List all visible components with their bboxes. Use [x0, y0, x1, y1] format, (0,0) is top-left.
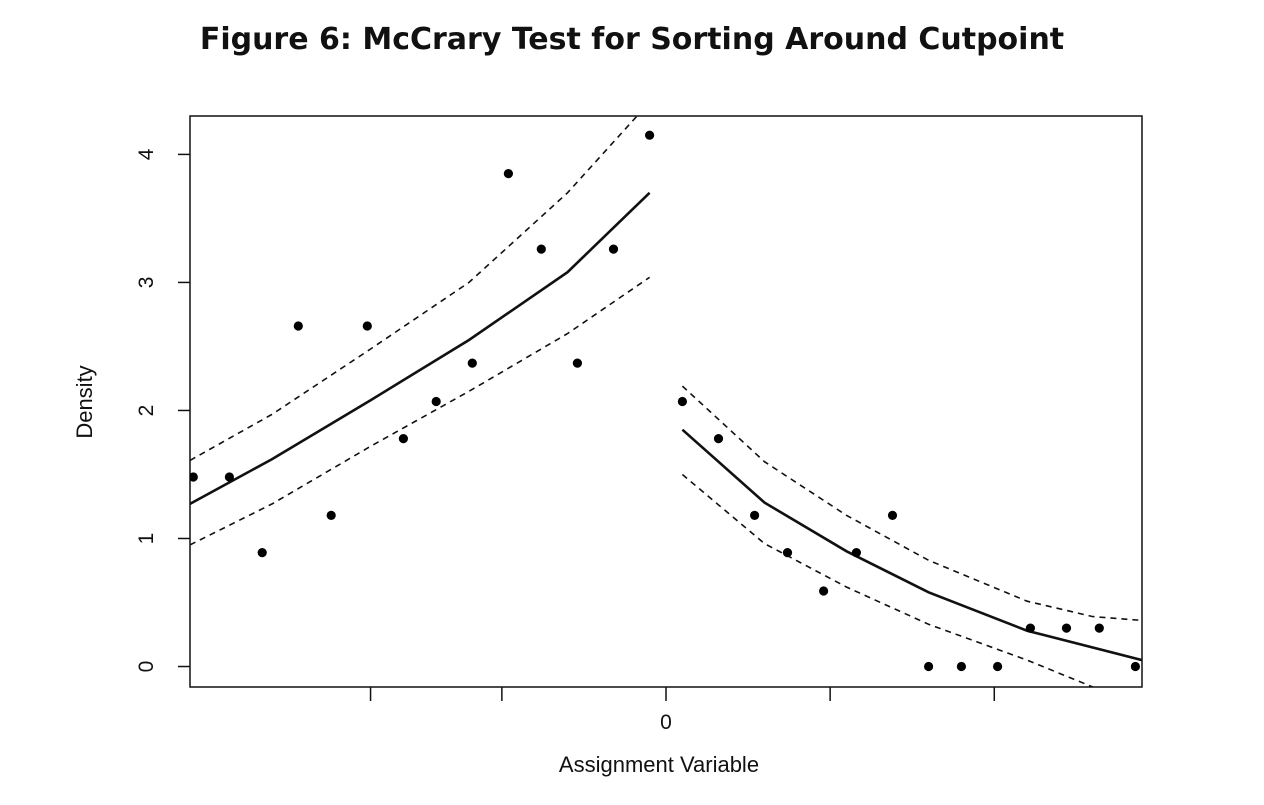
chart-title: Figure 6: McCrary Test for Sorting Aroun… — [199, 22, 1065, 57]
y-tick-label: 3 — [135, 277, 158, 289]
data-point — [293, 321, 303, 331]
series-line-lower-left — [190, 276, 651, 546]
data-point — [956, 661, 967, 672]
y-tick-label: 4 — [135, 148, 158, 160]
data-point — [1025, 623, 1035, 633]
data-point — [1130, 661, 1140, 672]
data-point — [1061, 623, 1072, 633]
data-point — [467, 358, 477, 368]
x-tick-label-cutpoint: 0 — [660, 711, 672, 734]
data-point — [1094, 623, 1104, 633]
data-point — [326, 510, 336, 520]
y-axis-label: Density — [72, 365, 97, 438]
series-line-fit-right — [681, 428, 1142, 662]
x-axis: 0 — [369, 687, 996, 734]
data-point — [503, 169, 513, 179]
y-axis: 0 1 2 3 4 — [135, 148, 190, 672]
y-tick-label: 1 — [135, 533, 158, 545]
data-point — [782, 548, 793, 558]
data-point — [257, 548, 267, 558]
data-point — [993, 661, 1003, 672]
data-point — [750, 510, 760, 520]
data-point — [677, 396, 688, 407]
data-point — [851, 548, 862, 558]
data-point — [190, 472, 198, 482]
data-point — [362, 321, 372, 331]
series-line-lower-right — [681, 473, 1094, 687]
y-tick-label: 2 — [135, 405, 158, 417]
data-point — [572, 358, 583, 368]
data-point — [713, 434, 724, 444]
plot-frame — [189, 115, 1143, 688]
data-point — [645, 130, 655, 140]
series-line-upper-left — [190, 116, 639, 462]
data-point — [887, 510, 898, 520]
data-point — [398, 434, 408, 444]
data-point — [224, 472, 234, 482]
data-point — [924, 661, 934, 672]
series-line-upper-right — [681, 385, 1142, 622]
data-point — [819, 586, 829, 596]
data-point — [608, 244, 619, 254]
data-point — [536, 244, 546, 254]
y-tick-label: 0 — [135, 661, 158, 673]
data-point — [431, 396, 441, 407]
x-axis-label: Assignment Variable — [559, 752, 759, 777]
series-line-fit-left — [190, 191, 651, 506]
